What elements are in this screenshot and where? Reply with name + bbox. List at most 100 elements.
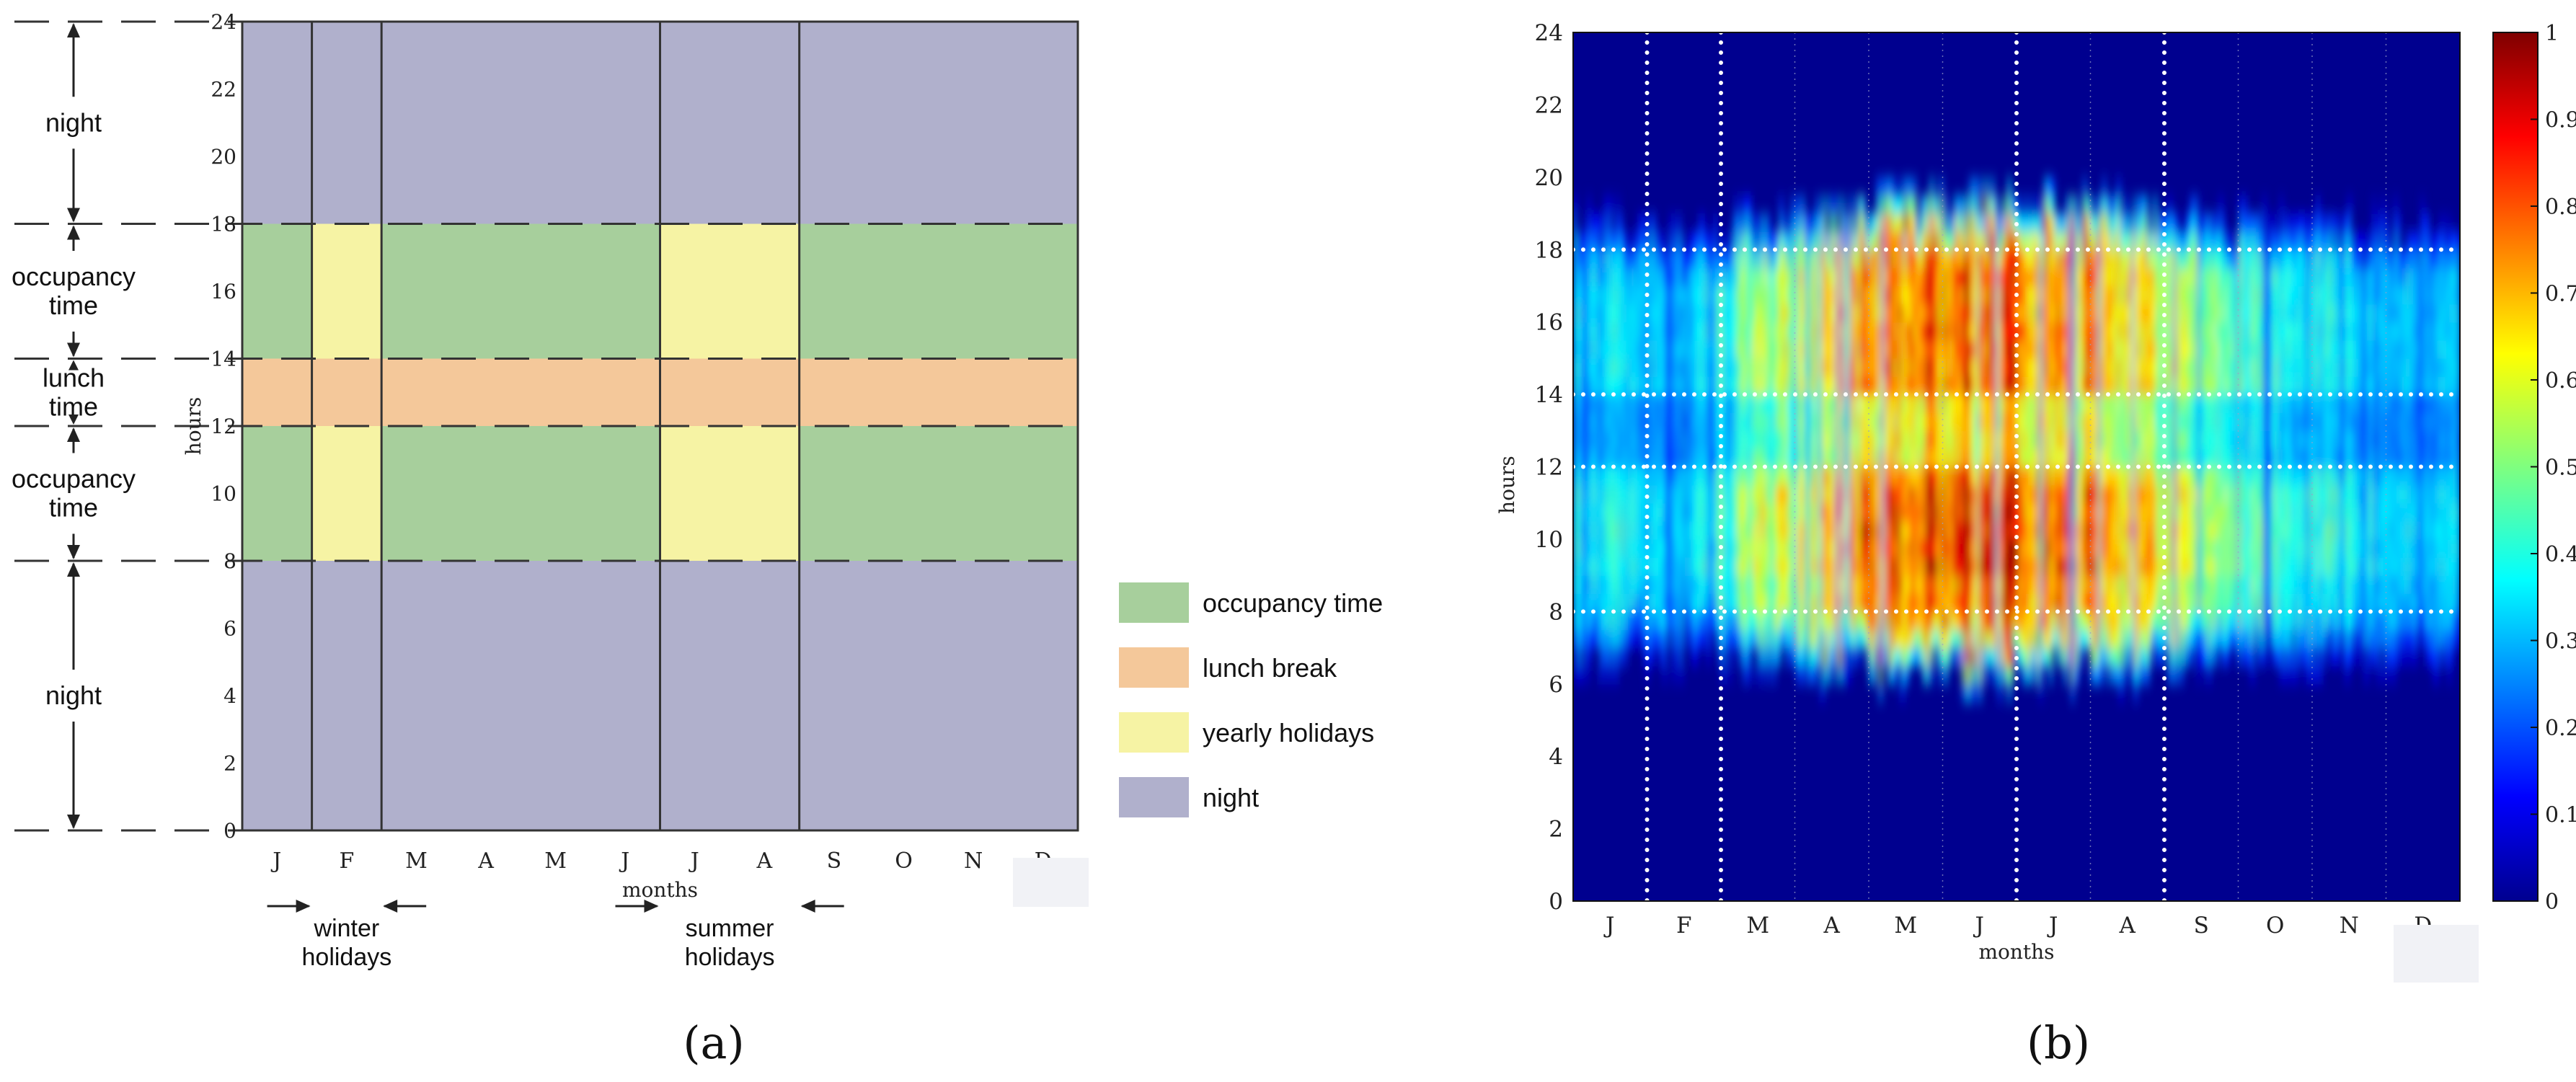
heatmap-cell bbox=[1714, 303, 1717, 323]
heatmap-cell bbox=[1709, 249, 1712, 269]
heatmap-cell bbox=[1779, 629, 1783, 649]
heatmap-cell bbox=[1857, 502, 1861, 522]
heatmap-cell bbox=[1852, 231, 1856, 251]
heatmap-cell bbox=[1745, 484, 1749, 504]
heatmap-cell bbox=[1611, 575, 1616, 595]
heatmap-cell bbox=[1937, 647, 1941, 667]
y-tick-label: 22 bbox=[211, 78, 236, 102]
heatmap-cell bbox=[1648, 285, 1652, 305]
heatmap-cell bbox=[1900, 557, 1905, 576]
heatmap-cell bbox=[1602, 484, 1606, 504]
heatmap-cell bbox=[2022, 412, 2026, 432]
heatmap-cell bbox=[1879, 484, 1882, 504]
heatmap-cell bbox=[1874, 267, 1878, 287]
heatmap-cell bbox=[1884, 195, 1887, 214]
heatmap-cell bbox=[1835, 322, 1839, 341]
heatmap-cell bbox=[1680, 430, 1683, 450]
heatmap-cell bbox=[1952, 340, 1955, 359]
heatmap-cell bbox=[2001, 340, 2004, 359]
heatmap-cell bbox=[1823, 448, 1827, 468]
heatmap-cell bbox=[1723, 466, 1727, 486]
heatmap-cell bbox=[1655, 249, 1659, 269]
heatmap-cell bbox=[1959, 430, 1962, 450]
heatmap-cell bbox=[1903, 376, 1907, 395]
heatmap-cell bbox=[1799, 502, 1802, 522]
heatmap-cell bbox=[2044, 249, 2048, 269]
heatmap-cell bbox=[1952, 629, 1955, 649]
heatmap-cell bbox=[1614, 502, 1618, 522]
heatmap-cell bbox=[2005, 267, 2009, 287]
heatmap-cell bbox=[1765, 358, 1769, 377]
heatmap-cell bbox=[1918, 303, 1921, 323]
heatmap-cell bbox=[1621, 557, 1625, 576]
heatmap-cell bbox=[1971, 376, 1975, 395]
heatmap-cell bbox=[1675, 285, 1678, 305]
heatmap-cell bbox=[1653, 340, 1657, 359]
heatmap-cell bbox=[1687, 412, 1691, 432]
heatmap-cell bbox=[1592, 502, 1596, 522]
heatmap-cell bbox=[1660, 430, 1664, 450]
heatmap-cell bbox=[1820, 611, 1824, 631]
heatmap-cell bbox=[1745, 358, 1749, 377]
heatmap-cell bbox=[1670, 484, 1673, 504]
heatmap-cell bbox=[1804, 448, 1807, 468]
heatmap-cell bbox=[1962, 430, 1965, 450]
heatmap-cell bbox=[1643, 629, 1647, 649]
heatmap-cell bbox=[1801, 430, 1805, 450]
heatmap-cell bbox=[1735, 340, 1739, 359]
heatmap-cell bbox=[1673, 502, 1676, 522]
heatmap-cell bbox=[1978, 358, 1982, 377]
heatmap-cell bbox=[1838, 231, 1841, 251]
heatmap-cell bbox=[1825, 557, 1829, 576]
heatmap-cell bbox=[1585, 376, 1589, 395]
heatmap-cell bbox=[1896, 322, 1900, 341]
heatmap-cell bbox=[1797, 611, 1800, 631]
heatmap-cell bbox=[1590, 448, 1593, 468]
heatmap-cell bbox=[1831, 267, 1834, 287]
heatmap-cell bbox=[1774, 322, 1778, 341]
heatmap-cell bbox=[1988, 213, 1992, 232]
heatmap-cell bbox=[1991, 611, 1994, 631]
heatmap-cell bbox=[2008, 538, 2011, 558]
y-tick-label: 16 bbox=[211, 280, 236, 303]
heatmap-cell bbox=[1991, 231, 1994, 251]
heatmap-cell bbox=[1930, 231, 1934, 251]
heatmap-cell bbox=[1864, 303, 1868, 323]
heatmap-cell bbox=[2040, 213, 2043, 232]
heatmap-cell bbox=[1813, 322, 1817, 341]
heatmap-cell bbox=[1823, 466, 1827, 486]
heatmap-cell bbox=[1701, 466, 1705, 486]
heatmap-cell bbox=[1733, 448, 1737, 468]
heatmap-cell bbox=[2020, 394, 2024, 413]
heatmap-cell bbox=[1978, 285, 1982, 305]
heatmap-cell bbox=[1964, 249, 1968, 269]
heatmap-cell bbox=[1932, 412, 1936, 432]
heatmap-cell bbox=[1996, 231, 1999, 251]
heatmap-cell bbox=[1893, 267, 1897, 287]
heatmap-cell bbox=[1811, 322, 1815, 341]
heatmap-cell bbox=[1928, 593, 1931, 613]
heatmap-cell bbox=[1588, 484, 1591, 504]
heatmap-cell bbox=[1641, 376, 1645, 395]
heatmap-cell bbox=[2012, 340, 2017, 359]
y-tick-label: 18 bbox=[211, 213, 236, 236]
heatmap-cell bbox=[2003, 358, 2006, 377]
heatmap-cell bbox=[1808, 231, 1813, 251]
heatmap-cell bbox=[1600, 502, 1603, 522]
heatmap-cell bbox=[1643, 611, 1647, 631]
heatmap-cell bbox=[1772, 285, 1776, 305]
heatmap-cell bbox=[1957, 376, 1960, 395]
heatmap-cell bbox=[1655, 394, 1659, 413]
heatmap-cell bbox=[1619, 213, 1623, 232]
heatmap-cell bbox=[1670, 430, 1673, 450]
heatmap-cell bbox=[2027, 502, 2031, 522]
heatmap-cell bbox=[1738, 285, 1742, 305]
heatmap-cell bbox=[1743, 647, 1747, 667]
heatmap-cell bbox=[1712, 412, 1715, 432]
heatmap-cell bbox=[1801, 538, 1805, 558]
heatmap-cell bbox=[1835, 358, 1839, 377]
heatmap-cell bbox=[1847, 557, 1851, 576]
heatmap-cell bbox=[1964, 285, 1968, 305]
heatmap-cell bbox=[1939, 195, 1944, 214]
heatmap-cell bbox=[1811, 285, 1815, 305]
